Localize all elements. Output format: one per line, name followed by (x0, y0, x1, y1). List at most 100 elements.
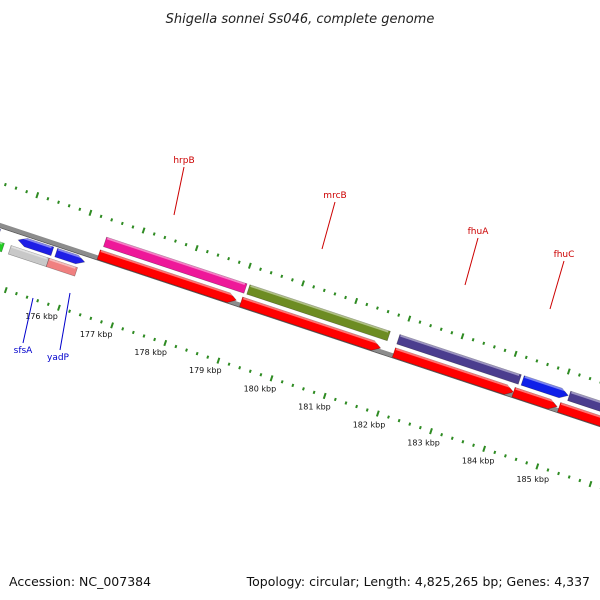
outer-tick-mark (355, 404, 359, 409)
tick-label: 182 kbp (353, 420, 386, 429)
inner-tick-mark (290, 278, 294, 282)
outer-tick-mark (546, 468, 550, 472)
outer-tick-mark (418, 425, 422, 430)
leader-line-yadP (59, 292, 71, 351)
cds-hrpB (96, 249, 237, 303)
outer-tick-mark (333, 397, 337, 402)
inner-tick-mark (524, 355, 528, 360)
outer-tick-mark (110, 322, 114, 329)
gene-hrpB-body (103, 236, 248, 294)
outer-tick-mark (174, 344, 178, 349)
outer-tick-mark (504, 454, 507, 458)
inner-tick-mark (386, 309, 390, 314)
inner-tick-mark (322, 288, 326, 293)
leader-line-mrcB (321, 201, 336, 250)
labels: 176 kbp 177 kbp 178 kbp 179 kbp 180 kbp 181 k… (14, 156, 575, 484)
inner-tick-mark (407, 315, 412, 322)
inner-tick-mark (556, 366, 560, 370)
outer-tick-mark (525, 461, 529, 465)
cds-fhuB-highlight (560, 402, 600, 423)
leader-line-fhuA (464, 237, 479, 286)
outer-tick-mark (163, 339, 168, 347)
inner-tick-mark (566, 368, 571, 375)
gene-mrcB (246, 284, 391, 342)
leader-line-hrpB (173, 166, 185, 216)
tick-label: 181 kbp (298, 402, 331, 411)
gene-label-mrcB: mrcB (323, 191, 346, 201)
inner-tick-mark (546, 362, 549, 367)
inner-tick-mark (131, 225, 135, 229)
inner-tick-mark (163, 235, 167, 240)
outer-tick-mark (78, 313, 82, 317)
inner-tick-mark (78, 207, 82, 212)
outer-tick-mark (100, 320, 103, 324)
outer-tick-mark (36, 298, 40, 303)
cds-fhuC-body (511, 387, 558, 410)
gene-fhuB-highlight (571, 391, 600, 405)
outer-tick-mark (514, 457, 518, 462)
outer-tick-mark (269, 375, 274, 382)
inner-tick-mark (110, 218, 114, 222)
outer-tick-mark (408, 422, 412, 426)
inner-tick-mark (312, 285, 316, 289)
inner-tick-mark (471, 338, 475, 342)
outer-tick-mark (450, 436, 454, 440)
outer-tick-mark (46, 302, 50, 306)
outer-tick-mark (482, 445, 487, 452)
outer-tick-mark (185, 348, 188, 352)
tick-label: 183 kbp (407, 439, 440, 448)
gene-hrpB-highlight (106, 237, 246, 286)
gene-left-blue-3-highlight (57, 248, 85, 260)
outer-tick-mark (142, 334, 146, 338)
cds-hrpB-body (96, 249, 237, 303)
outer-tick-mark (131, 330, 135, 335)
cds-fhuB-body (557, 402, 600, 432)
inner-tick-mark (333, 292, 337, 296)
outer-tick-mark (461, 440, 465, 444)
outer-tick-mark (68, 309, 71, 314)
cds-mrcB (239, 296, 382, 351)
gene-fhuB (567, 390, 600, 414)
genome-summary-text: Topology: circular; Length: 4,825,265 bp… (246, 574, 590, 589)
inner-tick-mark (492, 345, 496, 349)
gene-fhuC-highlight (524, 376, 568, 393)
outer-tick-mark (280, 380, 284, 384)
inner-tick-mark (301, 280, 305, 287)
gene-features (0, 209, 600, 432)
inner-tick-mark (513, 350, 518, 358)
inner-tick-mark (535, 359, 539, 363)
inner-tick-mark (429, 323, 433, 328)
tick-label: 177 kbp (80, 330, 113, 339)
outer-tick-mark (557, 471, 560, 476)
outer-tick-mark (291, 383, 295, 388)
inner-tick-mark (259, 267, 262, 272)
outer-tick-mark (227, 362, 231, 366)
gene-left-green (0, 224, 5, 253)
inner-tick-mark (269, 271, 273, 275)
gene-left-blue-2 (17, 236, 55, 256)
tick-marks (3, 182, 600, 489)
outer-tick-mark (121, 327, 125, 331)
outer-tick-mark (259, 373, 263, 377)
inner-tick-mark (194, 244, 199, 252)
outer-tick-mark (216, 357, 221, 364)
inner-tick-mark (216, 253, 220, 257)
tick-label: 185 kbp (516, 475, 549, 484)
tick-label: 178 kbp (134, 348, 167, 357)
outer-tick-mark (578, 478, 582, 483)
outer-tick-mark (588, 480, 593, 488)
gene-label-fhuC: fhuC (554, 250, 575, 260)
gene-hrpB (103, 236, 248, 294)
gene-mrcB-body (246, 284, 391, 342)
cds-fhuC-highlight (515, 387, 557, 404)
outer-tick-mark (387, 415, 390, 419)
outer-tick-mark (397, 418, 401, 423)
outer-tick-mark (89, 316, 93, 321)
outer-tick-mark (472, 443, 475, 448)
outer-tick-mark (429, 428, 433, 435)
leader-line-sfsA (22, 297, 34, 344)
outer-tick-mark (365, 408, 369, 412)
inner-tick-mark (237, 260, 241, 264)
tick-label: 180 kbp (244, 384, 277, 393)
outer-tick-mark (322, 392, 327, 400)
